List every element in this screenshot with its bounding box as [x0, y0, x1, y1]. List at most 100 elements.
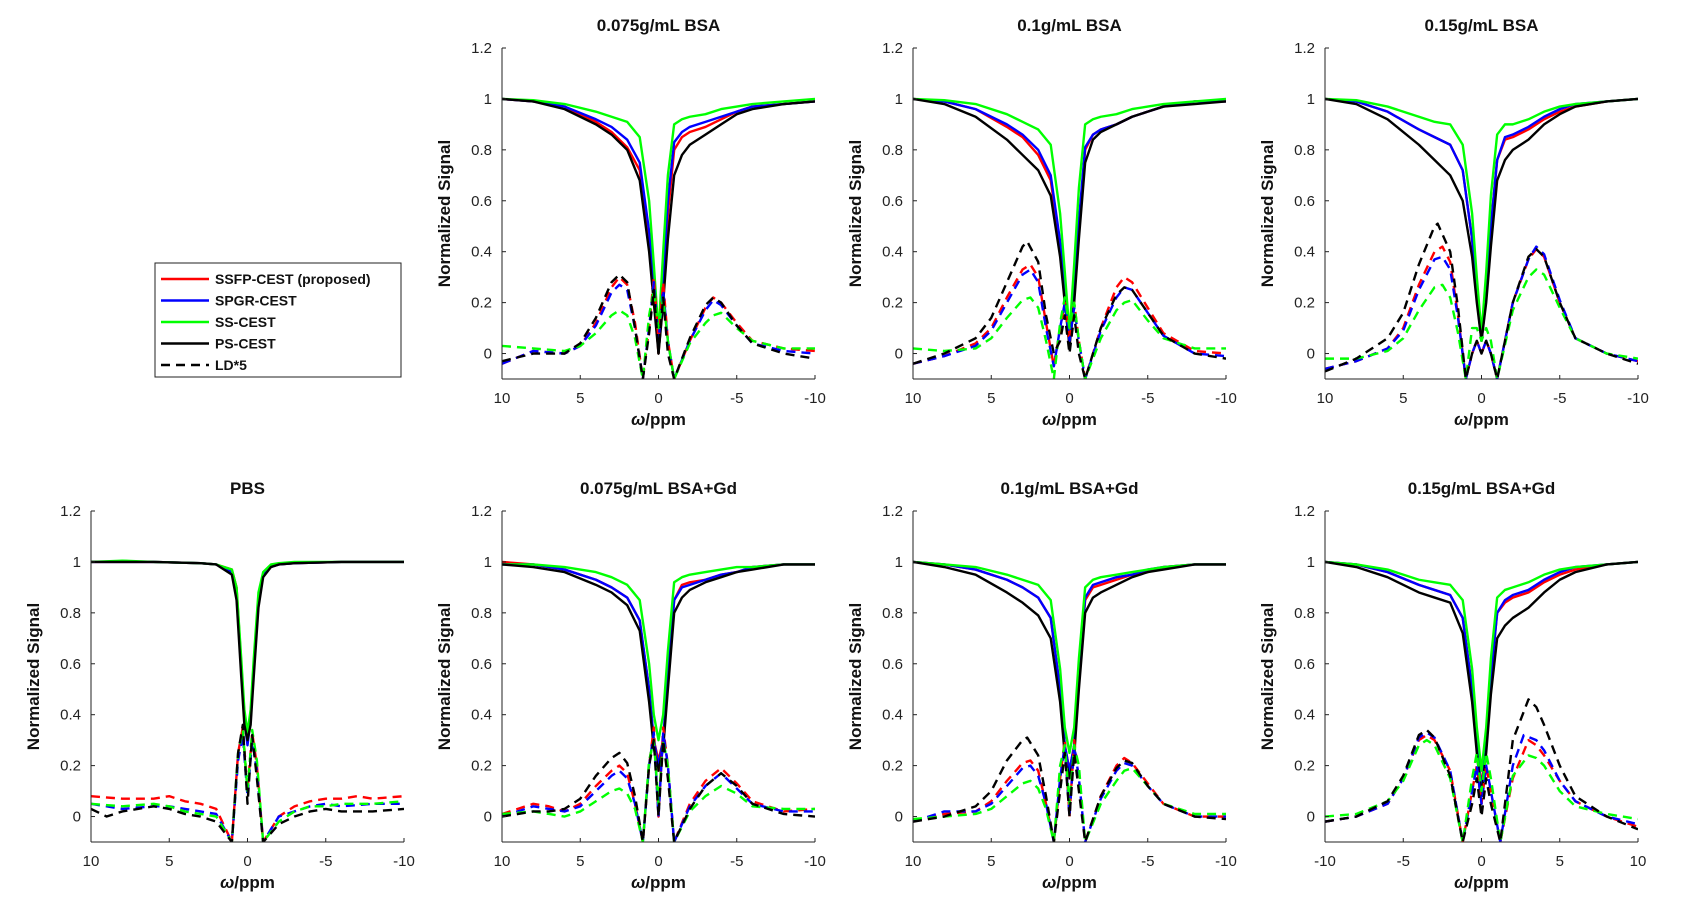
- series-line-4: [91, 560, 404, 742]
- chart-title: 0.075g/mL BSA: [597, 16, 720, 35]
- x-axis-label: ω/ppm: [220, 873, 275, 892]
- y-tick-label: 1.2: [471, 40, 492, 57]
- legend-item: SSFP-CEST (proposed): [161, 271, 371, 287]
- y-tick-label: 0: [895, 346, 903, 363]
- y-axis-label: Normalized Signal: [846, 603, 865, 750]
- series-line-5: [1325, 245, 1638, 379]
- y-tick-label: 0: [895, 809, 903, 826]
- x-tick-label: -10: [1215, 390, 1237, 407]
- series-line-1: [1325, 560, 1638, 788]
- y-tick-label: 0.4: [60, 707, 81, 724]
- y-tick-label: 0.6: [471, 193, 492, 210]
- chart-panel-4: 0 0.2 0.4 0.6 0.8 1 1.2 10 5 0 -5 -10 PBS ω/ppm Normal…: [24, 479, 415, 892]
- y-tick-label: 0: [484, 809, 492, 826]
- legend-item: SS-CEST: [161, 314, 276, 330]
- y-tick-label: 0.2: [471, 758, 492, 775]
- x-tick-label: 0: [654, 390, 662, 407]
- series-line-2: [91, 560, 404, 747]
- y-tick-label: 0.4: [882, 244, 903, 261]
- series-group: [1325, 97, 1638, 379]
- x-tick-label: -10: [1314, 853, 1336, 870]
- y-tick-label: 1: [484, 91, 492, 108]
- legend-item: SPGR-CEST: [161, 293, 297, 309]
- x-tick-label: -5: [1553, 390, 1566, 407]
- y-tick-label: 1: [1307, 554, 1315, 571]
- x-tick-label: 10: [1630, 853, 1647, 870]
- x-tick-label: 0: [1477, 390, 1485, 407]
- x-axis-label: ω/ppm: [1042, 410, 1097, 429]
- legend-label: SPGR-CEST: [215, 293, 297, 309]
- y-tick-label: 0.8: [60, 605, 81, 622]
- y-tick-label: 0.8: [471, 142, 492, 159]
- series-line-3: [91, 559, 404, 734]
- y-axis-label: Normalized Signal: [1258, 603, 1277, 750]
- y-tick-label: 0.2: [882, 758, 903, 775]
- legend-label: SS-CEST: [215, 314, 276, 330]
- legend-item: PS-CEST: [161, 336, 276, 352]
- y-axis-label: Normalized Signal: [1258, 140, 1277, 287]
- y-tick-label: 1: [895, 554, 903, 571]
- series-line-7: [1325, 268, 1638, 379]
- series-line-1: [1325, 97, 1638, 343]
- x-axis-label: ω/ppm: [1454, 410, 1509, 429]
- series-line-4: [1325, 97, 1638, 343]
- y-tick-label: 1.2: [882, 40, 903, 57]
- x-tick-label: 0: [654, 853, 662, 870]
- y-tick-label: 0.4: [471, 244, 492, 261]
- x-tick-label: 5: [1399, 390, 1407, 407]
- y-axis-label: Normalized Signal: [435, 140, 454, 287]
- series-line-2: [1325, 97, 1638, 343]
- chart-title: 0.15g/mL BSA: [1424, 16, 1538, 35]
- series-line-3: [1325, 97, 1638, 335]
- series-line-3: [913, 560, 1226, 755]
- legend-label: SSFP-CEST (proposed): [215, 271, 371, 287]
- y-tick-label: 1.2: [882, 503, 903, 520]
- series-line-2: [1325, 560, 1638, 793]
- series-line-5: [913, 263, 1226, 379]
- x-tick-label: 10: [83, 853, 100, 870]
- series-group: [913, 560, 1226, 842]
- legend: SSFP-CEST (proposed) SPGR-CEST SS-CEST PS-C…: [154, 262, 402, 378]
- chart-title: PBS: [230, 479, 265, 498]
- series-line-2: [502, 97, 815, 348]
- chart-title: 0.1g/mL BSA+Gd: [1000, 479, 1138, 498]
- series-line-4: [1325, 560, 1638, 798]
- x-tick-label: -5: [1141, 853, 1154, 870]
- x-tick-label: -10: [393, 853, 415, 870]
- series-line-8: [502, 738, 815, 842]
- series-group: [913, 97, 1226, 379]
- series-line-7: [502, 738, 815, 842]
- series-group: [91, 559, 404, 842]
- y-tick-label: 0.8: [1294, 142, 1315, 159]
- x-tick-label: 10: [905, 390, 922, 407]
- x-tick-label: -5: [1141, 390, 1154, 407]
- series-line-8: [1325, 698, 1638, 842]
- series-line-3: [1325, 560, 1638, 772]
- series-line-6: [502, 281, 815, 379]
- series-group: [1325, 560, 1638, 842]
- y-axis-label: Normalized Signal: [435, 603, 454, 750]
- series-group: [502, 560, 815, 842]
- chart-panel-1: 0 0.2 0.4 0.6 0.8 1 1.2 10 5 0 -5 -10 0.075g/mL BSA ω…: [435, 16, 826, 429]
- y-tick-label: 0.4: [1294, 244, 1315, 261]
- series-line-1: [91, 560, 404, 742]
- x-tick-label: -5: [730, 853, 743, 870]
- x-axis-label: ω/ppm: [1454, 873, 1509, 892]
- x-tick-label: -10: [804, 853, 826, 870]
- series-line-2: [913, 560, 1226, 772]
- y-tick-label: 0.6: [60, 656, 81, 673]
- series-line-6: [913, 268, 1226, 379]
- series-group: [502, 97, 815, 379]
- series-line-1: [913, 560, 1226, 772]
- series-line-3: [913, 97, 1226, 335]
- x-tick-label: 10: [905, 853, 922, 870]
- x-axis-label: ω/ppm: [631, 410, 686, 429]
- y-tick-label: 0.6: [471, 656, 492, 673]
- chart-title: 0.075g/mL BSA+Gd: [580, 479, 737, 498]
- x-tick-label: -10: [804, 390, 826, 407]
- y-tick-label: 0.6: [882, 193, 903, 210]
- y-tick-label: 0.6: [1294, 656, 1315, 673]
- x-tick-label: -10: [1627, 390, 1649, 407]
- y-tick-label: 1: [484, 554, 492, 571]
